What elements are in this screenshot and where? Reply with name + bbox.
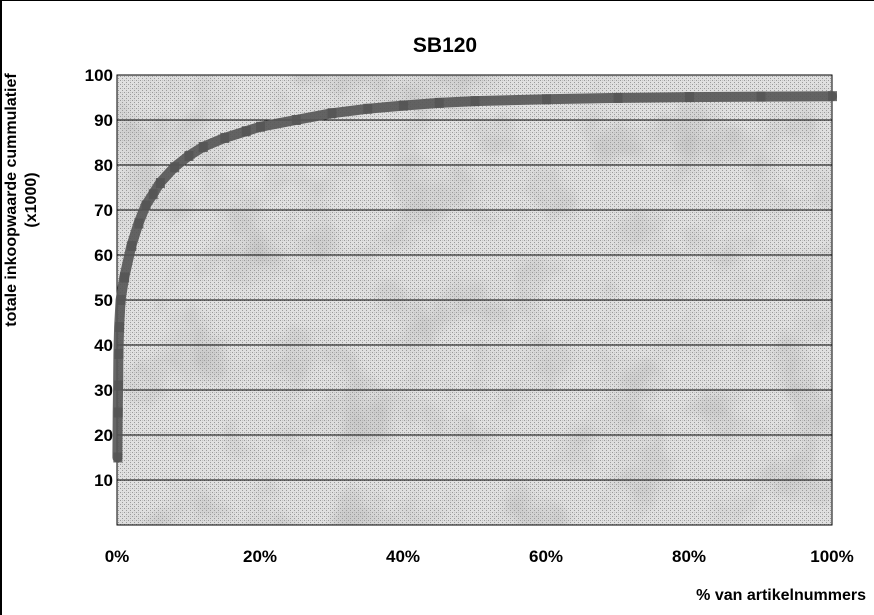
y-axis-title-line2: (x1000)	[23, 172, 40, 227]
y-tick-label-10: 10	[94, 471, 113, 490]
data-point	[291, 115, 301, 125]
data-point	[148, 189, 158, 200]
y-tick-label-80: 80	[94, 156, 113, 175]
x-axis-title: % van artikelnummers	[696, 587, 866, 604]
data-point	[134, 218, 144, 229]
data-point	[184, 151, 194, 161]
y-axis-tick-labels: 10 20 30 40 50 60 70 80 90 100	[85, 66, 113, 490]
data-point	[113, 407, 123, 418]
data-point	[114, 349, 124, 359]
data-point	[198, 142, 208, 152]
y-tick-label-70: 70	[94, 201, 113, 220]
x-tick-label-40: 40%	[386, 547, 420, 566]
data-point	[470, 96, 480, 107]
chart-title: SB120	[413, 34, 477, 57]
data-point	[613, 92, 623, 103]
y-tick-label-40: 40	[94, 336, 113, 355]
y-tick-label-100: 100	[85, 66, 113, 85]
data-point	[828, 91, 837, 102]
data-point	[363, 103, 373, 114]
data-point	[116, 295, 126, 305]
data-point	[241, 126, 251, 137]
data-point	[220, 133, 230, 143]
x-tick-label-60: 60%	[529, 547, 563, 566]
y-tick-label-30: 30	[94, 381, 113, 400]
data-point	[685, 92, 694, 103]
data-point	[542, 94, 551, 105]
data-point	[170, 162, 180, 173]
x-tick-label-20: 20%	[243, 547, 277, 566]
data-point	[155, 178, 165, 188]
data-point	[756, 91, 766, 102]
y-tick-label-60: 60	[94, 246, 113, 265]
series-layer	[112, 91, 837, 463]
y-tick-label-20: 20	[94, 426, 113, 445]
y-axis-title-line1: totale inkoopwaarde cummulatief	[3, 73, 20, 327]
x-tick-label-100: 100%	[810, 547, 853, 566]
data-point	[127, 241, 137, 251]
data-point	[434, 97, 444, 108]
data-point	[115, 322, 125, 332]
x-tick-label-0: 0%	[105, 547, 130, 566]
data-point	[114, 380, 124, 391]
x-tick-label-80: 80%	[672, 547, 706, 566]
data-point	[120, 272, 130, 283]
x-axis-tick-labels: 0% 20% 40% 60% 80% 100%	[105, 547, 854, 566]
data-point	[141, 200, 151, 211]
data-point	[256, 121, 265, 132]
data-point	[113, 452, 123, 463]
data-point	[399, 100, 408, 111]
data-point	[327, 108, 337, 119]
y-tick-label-90: 90	[94, 111, 113, 130]
y-tick-label-50: 50	[94, 291, 113, 310]
